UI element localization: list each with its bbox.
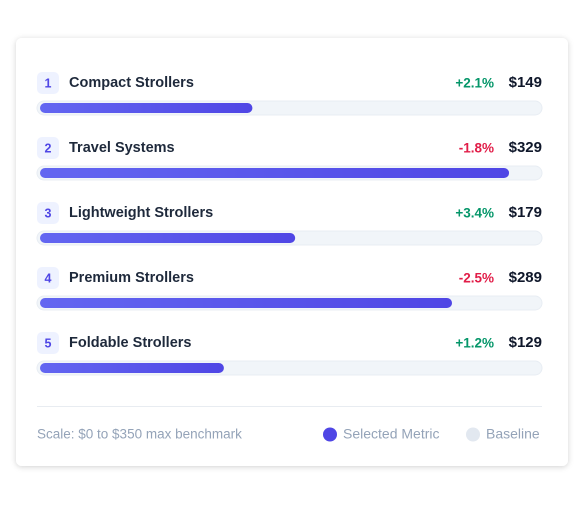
change-label: -2.5% [459, 271, 494, 286]
change-label: +2.1% [455, 76, 494, 91]
legend-label: Baseline [486, 426, 540, 442]
category-label: Foldable Strollers [69, 335, 191, 351]
rank-badge [37, 137, 59, 159]
rank-badge [37, 72, 59, 94]
change-label: +1.2% [455, 336, 494, 351]
value-label: $289 [509, 269, 542, 286]
category-label: Lightweight Strollers [69, 205, 213, 221]
rank-badge [37, 202, 59, 224]
value-label: $179 [509, 204, 542, 221]
rank: 5 [45, 336, 52, 350]
change-label: -1.8% [459, 141, 494, 156]
category-label: Compact Strollers [69, 75, 194, 91]
category-label: Premium Strollers [69, 270, 194, 286]
legend-label: Selected Metric [343, 426, 439, 442]
scale-note: Scale: $0 to $350 max benchmark [37, 427, 242, 442]
bar [40, 233, 296, 243]
value-label: $129 [509, 334, 542, 351]
rank-badge [37, 267, 59, 289]
value-label: $149 [509, 74, 542, 91]
change-label: +3.4% [455, 206, 494, 221]
value-label: $329 [509, 139, 542, 156]
card [16, 38, 568, 466]
rank: 3 [45, 206, 52, 220]
rank: 2 [45, 141, 52, 155]
legend-swatch [466, 427, 480, 442]
bar [40, 298, 453, 308]
rank-badge [37, 332, 59, 354]
bar [40, 363, 224, 373]
bar [40, 168, 510, 178]
legend-swatch [323, 427, 337, 442]
category-label: Travel Systems [69, 140, 175, 156]
rank: 1 [45, 76, 52, 90]
rank: 4 [45, 271, 52, 285]
bar [40, 103, 253, 113]
